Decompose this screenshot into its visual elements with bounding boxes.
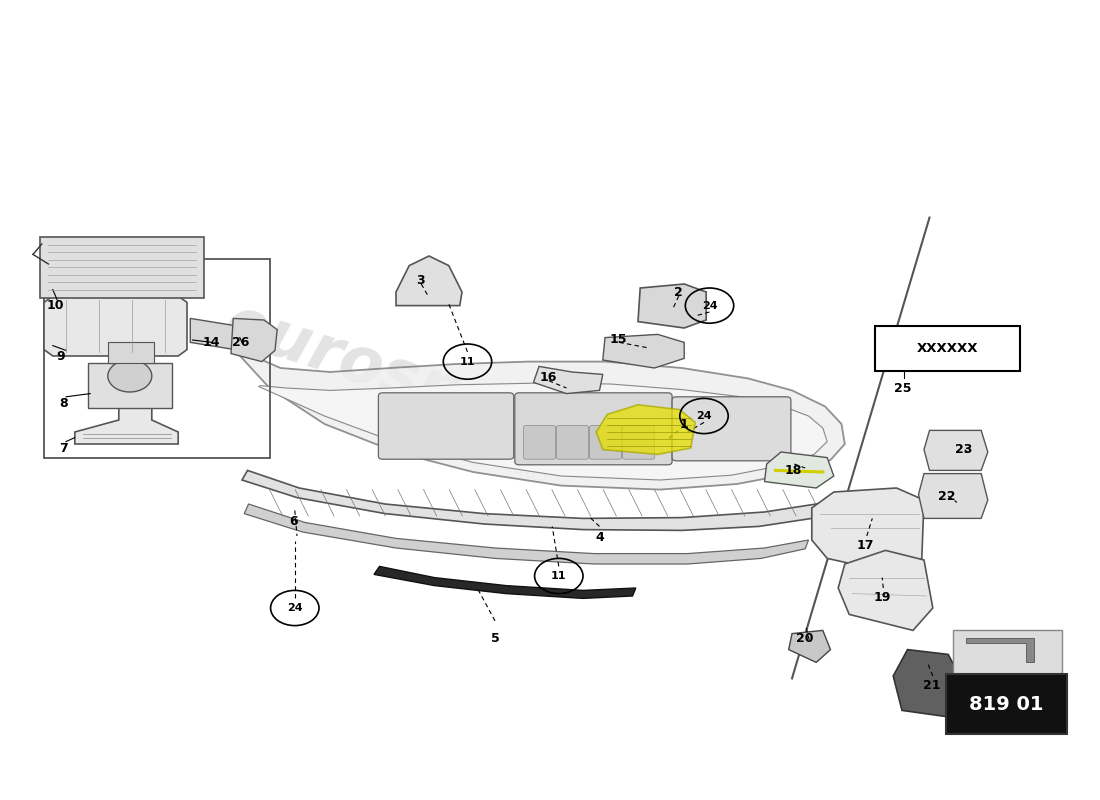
FancyBboxPatch shape	[88, 363, 172, 408]
Polygon shape	[242, 470, 836, 530]
FancyBboxPatch shape	[40, 237, 204, 298]
Text: 14: 14	[202, 336, 220, 349]
Text: XXXXXX: XXXXXX	[916, 342, 978, 355]
Text: 8: 8	[59, 397, 68, 410]
FancyBboxPatch shape	[953, 630, 1062, 675]
Text: 24: 24	[702, 301, 717, 310]
Polygon shape	[966, 638, 1034, 662]
Text: 24: 24	[287, 603, 303, 613]
Circle shape	[108, 360, 152, 392]
Polygon shape	[244, 504, 809, 564]
Text: 819 01: 819 01	[969, 695, 1044, 714]
Polygon shape	[596, 405, 695, 454]
Text: 1: 1	[680, 418, 689, 430]
Polygon shape	[190, 318, 240, 350]
Polygon shape	[236, 352, 845, 490]
Text: 2: 2	[674, 286, 683, 298]
Text: 9: 9	[56, 350, 65, 363]
FancyBboxPatch shape	[108, 342, 154, 363]
Text: 10: 10	[46, 299, 64, 312]
Text: a passion for parts since 1985: a passion for parts since 1985	[286, 386, 550, 486]
Polygon shape	[638, 284, 706, 328]
Polygon shape	[75, 406, 178, 444]
FancyBboxPatch shape	[557, 426, 588, 459]
Text: 11: 11	[551, 571, 566, 581]
FancyBboxPatch shape	[515, 393, 672, 465]
Polygon shape	[374, 566, 636, 598]
FancyBboxPatch shape	[524, 426, 556, 459]
Text: 5: 5	[491, 632, 499, 645]
Polygon shape	[396, 256, 462, 306]
Text: 11: 11	[460, 357, 475, 366]
Bar	[946, 674, 1067, 734]
Text: 21: 21	[923, 679, 940, 692]
Polygon shape	[789, 630, 830, 662]
Text: 26: 26	[232, 336, 250, 349]
FancyBboxPatch shape	[590, 426, 621, 459]
Bar	[44, 259, 270, 458]
Polygon shape	[812, 488, 924, 572]
Polygon shape	[924, 430, 988, 470]
Text: eurospares: eurospares	[217, 292, 619, 476]
Text: 19: 19	[873, 591, 891, 604]
FancyBboxPatch shape	[672, 397, 791, 461]
Text: 25: 25	[894, 382, 912, 394]
Polygon shape	[764, 452, 834, 488]
Polygon shape	[603, 334, 684, 368]
FancyBboxPatch shape	[623, 426, 654, 459]
Polygon shape	[44, 296, 187, 356]
Text: 3: 3	[416, 274, 425, 286]
FancyBboxPatch shape	[874, 326, 1020, 371]
Text: 17: 17	[857, 539, 874, 552]
Text: 23: 23	[955, 443, 972, 456]
Text: 16: 16	[539, 371, 557, 384]
Text: 6: 6	[289, 515, 298, 528]
Text: 15: 15	[609, 333, 627, 346]
Text: 4: 4	[595, 531, 604, 544]
Polygon shape	[893, 650, 970, 718]
Polygon shape	[258, 383, 827, 480]
Polygon shape	[534, 366, 603, 394]
Polygon shape	[918, 474, 988, 518]
Polygon shape	[838, 550, 933, 630]
Text: 20: 20	[796, 632, 814, 645]
Text: 24: 24	[696, 411, 712, 421]
Text: 22: 22	[938, 490, 956, 502]
Text: 7: 7	[59, 442, 68, 454]
Text: 18: 18	[784, 464, 802, 477]
FancyBboxPatch shape	[378, 393, 514, 459]
Polygon shape	[231, 318, 277, 362]
